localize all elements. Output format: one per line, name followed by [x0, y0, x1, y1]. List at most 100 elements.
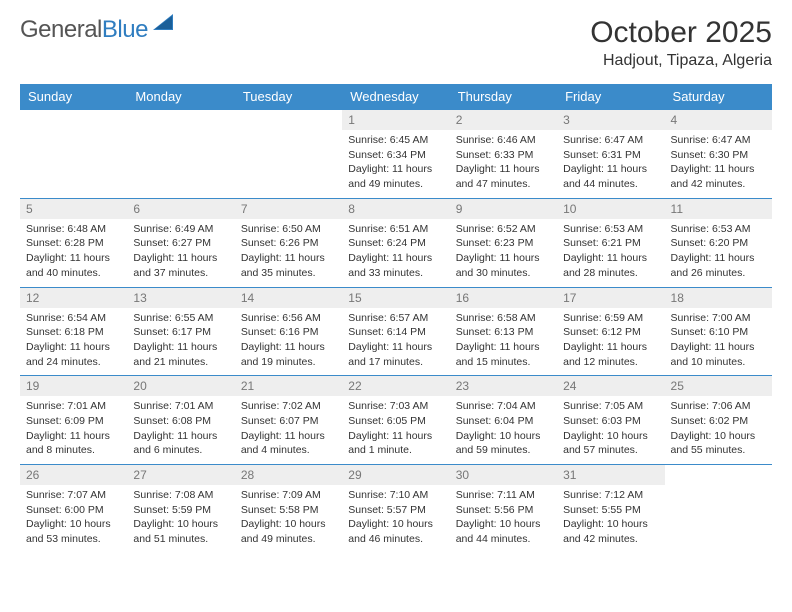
calendar-table: SundayMondayTuesdayWednesdayThursdayFrid…: [20, 84, 772, 553]
calendar-day: 6Sunrise: 6:49 AMSunset: 6:27 PMDaylight…: [127, 198, 234, 287]
day-number: 30: [450, 465, 557, 485]
weekday-header: Thursday: [450, 84, 557, 110]
day-number: 10: [557, 199, 664, 219]
day-info: Sunrise: 6:55 AMSunset: 6:17 PMDaylight:…: [127, 308, 234, 376]
weekday-header: Saturday: [665, 84, 772, 110]
calendar-day: 1Sunrise: 6:45 AMSunset: 6:34 PMDaylight…: [342, 110, 449, 199]
day-info: Sunrise: 7:09 AMSunset: 5:58 PMDaylight:…: [235, 485, 342, 553]
calendar-day: 14Sunrise: 6:56 AMSunset: 6:16 PMDayligh…: [235, 287, 342, 376]
day-info: Sunrise: 7:06 AMSunset: 6:02 PMDaylight:…: [665, 396, 772, 464]
day-number: 27: [127, 465, 234, 485]
day-info: Sunrise: 7:02 AMSunset: 6:07 PMDaylight:…: [235, 396, 342, 464]
calendar-day: 27Sunrise: 7:08 AMSunset: 5:59 PMDayligh…: [127, 465, 234, 553]
calendar-day: 23Sunrise: 7:04 AMSunset: 6:04 PMDayligh…: [450, 376, 557, 465]
title-block: October 2025 Hadjout, Tipaza, Algeria: [590, 16, 772, 70]
day-number: 15: [342, 288, 449, 308]
day-number: 12: [20, 288, 127, 308]
day-info: Sunrise: 6:54 AMSunset: 6:18 PMDaylight:…: [20, 308, 127, 376]
calendar-day: 21Sunrise: 7:02 AMSunset: 6:07 PMDayligh…: [235, 376, 342, 465]
calendar-day: 18Sunrise: 7:00 AMSunset: 6:10 PMDayligh…: [665, 287, 772, 376]
header: GeneralBlue October 2025 Hadjout, Tipaza…: [20, 16, 772, 70]
calendar-day: 9Sunrise: 6:52 AMSunset: 6:23 PMDaylight…: [450, 198, 557, 287]
day-number: 2: [450, 110, 557, 130]
calendar-row: 1Sunrise: 6:45 AMSunset: 6:34 PMDaylight…: [20, 110, 772, 199]
day-number: 19: [20, 376, 127, 396]
day-number: 29: [342, 465, 449, 485]
day-info: Sunrise: 6:50 AMSunset: 6:26 PMDaylight:…: [235, 219, 342, 287]
calendar-day: 29Sunrise: 7:10 AMSunset: 5:57 PMDayligh…: [342, 465, 449, 553]
day-number: 31: [557, 465, 664, 485]
day-number: 25: [665, 376, 772, 396]
day-number: 4: [665, 110, 772, 130]
day-info: Sunrise: 7:03 AMSunset: 6:05 PMDaylight:…: [342, 396, 449, 464]
day-number: 23: [450, 376, 557, 396]
day-info: Sunrise: 7:07 AMSunset: 6:00 PMDaylight:…: [20, 485, 127, 553]
calendar-day: 19Sunrise: 7:01 AMSunset: 6:09 PMDayligh…: [20, 376, 127, 465]
day-info: Sunrise: 6:49 AMSunset: 6:27 PMDaylight:…: [127, 219, 234, 287]
day-number: 14: [235, 288, 342, 308]
calendar-day: 13Sunrise: 6:55 AMSunset: 6:17 PMDayligh…: [127, 287, 234, 376]
calendar-row: 12Sunrise: 6:54 AMSunset: 6:18 PMDayligh…: [20, 287, 772, 376]
calendar-day: 25Sunrise: 7:06 AMSunset: 6:02 PMDayligh…: [665, 376, 772, 465]
calendar-day: 26Sunrise: 7:07 AMSunset: 6:00 PMDayligh…: [20, 465, 127, 553]
day-number: 3: [557, 110, 664, 130]
day-info: Sunrise: 6:45 AMSunset: 6:34 PMDaylight:…: [342, 130, 449, 198]
day-number: 7: [235, 199, 342, 219]
logo: GeneralBlue: [20, 16, 175, 44]
calendar-day: 12Sunrise: 6:54 AMSunset: 6:18 PMDayligh…: [20, 287, 127, 376]
day-info: Sunrise: 7:11 AMSunset: 5:56 PMDaylight:…: [450, 485, 557, 553]
weekday-header: Tuesday: [235, 84, 342, 110]
day-number: 1: [342, 110, 449, 130]
calendar-row: 5Sunrise: 6:48 AMSunset: 6:28 PMDaylight…: [20, 198, 772, 287]
weekday-header-row: SundayMondayTuesdayWednesdayThursdayFrid…: [20, 84, 772, 110]
day-info: Sunrise: 6:53 AMSunset: 6:20 PMDaylight:…: [665, 219, 772, 287]
calendar-day: 16Sunrise: 6:58 AMSunset: 6:13 PMDayligh…: [450, 287, 557, 376]
calendar-day: 24Sunrise: 7:05 AMSunset: 6:03 PMDayligh…: [557, 376, 664, 465]
day-info: Sunrise: 6:47 AMSunset: 6:30 PMDaylight:…: [665, 130, 772, 198]
day-info: Sunrise: 7:12 AMSunset: 5:55 PMDaylight:…: [557, 485, 664, 553]
day-info: Sunrise: 6:47 AMSunset: 6:31 PMDaylight:…: [557, 130, 664, 198]
calendar-row: 26Sunrise: 7:07 AMSunset: 6:00 PMDayligh…: [20, 465, 772, 553]
day-info: Sunrise: 7:08 AMSunset: 5:59 PMDaylight:…: [127, 485, 234, 553]
day-number: 9: [450, 199, 557, 219]
day-number: 17: [557, 288, 664, 308]
day-info: Sunrise: 7:05 AMSunset: 6:03 PMDaylight:…: [557, 396, 664, 464]
calendar-day: 2Sunrise: 6:46 AMSunset: 6:33 PMDaylight…: [450, 110, 557, 199]
month-title: October 2025: [590, 16, 772, 50]
calendar-day: 11Sunrise: 6:53 AMSunset: 6:20 PMDayligh…: [665, 198, 772, 287]
calendar-day: 8Sunrise: 6:51 AMSunset: 6:24 PMDaylight…: [342, 198, 449, 287]
day-number: 24: [557, 376, 664, 396]
day-number: 6: [127, 199, 234, 219]
logo-blue: Blue: [102, 16, 148, 43]
day-info: Sunrise: 7:04 AMSunset: 6:04 PMDaylight:…: [450, 396, 557, 464]
logo-general: General: [20, 16, 102, 43]
logo-sail-icon: [153, 12, 175, 37]
location: Hadjout, Tipaza, Algeria: [590, 52, 772, 70]
day-info: Sunrise: 6:56 AMSunset: 6:16 PMDaylight:…: [235, 308, 342, 376]
calendar-day: 10Sunrise: 6:53 AMSunset: 6:21 PMDayligh…: [557, 198, 664, 287]
day-info: Sunrise: 7:01 AMSunset: 6:08 PMDaylight:…: [127, 396, 234, 464]
day-number: 11: [665, 199, 772, 219]
weekday-header: Sunday: [20, 84, 127, 110]
calendar-empty: [127, 110, 234, 199]
calendar-day: 17Sunrise: 6:59 AMSunset: 6:12 PMDayligh…: [557, 287, 664, 376]
day-info: Sunrise: 6:57 AMSunset: 6:14 PMDaylight:…: [342, 308, 449, 376]
calendar-day: 5Sunrise: 6:48 AMSunset: 6:28 PMDaylight…: [20, 198, 127, 287]
calendar-empty: [235, 110, 342, 199]
calendar-empty: [665, 465, 772, 553]
day-number: 8: [342, 199, 449, 219]
day-number: 28: [235, 465, 342, 485]
day-number: 22: [342, 376, 449, 396]
day-number: 16: [450, 288, 557, 308]
weekday-header: Friday: [557, 84, 664, 110]
day-number: 18: [665, 288, 772, 308]
calendar-day: 15Sunrise: 6:57 AMSunset: 6:14 PMDayligh…: [342, 287, 449, 376]
day-number: 20: [127, 376, 234, 396]
day-info: Sunrise: 6:51 AMSunset: 6:24 PMDaylight:…: [342, 219, 449, 287]
weekday-header: Monday: [127, 84, 234, 110]
day-info: Sunrise: 6:58 AMSunset: 6:13 PMDaylight:…: [450, 308, 557, 376]
weekday-header: Wednesday: [342, 84, 449, 110]
day-info: Sunrise: 7:01 AMSunset: 6:09 PMDaylight:…: [20, 396, 127, 464]
calendar-day: 30Sunrise: 7:11 AMSunset: 5:56 PMDayligh…: [450, 465, 557, 553]
calendar-day: 4Sunrise: 6:47 AMSunset: 6:30 PMDaylight…: [665, 110, 772, 199]
